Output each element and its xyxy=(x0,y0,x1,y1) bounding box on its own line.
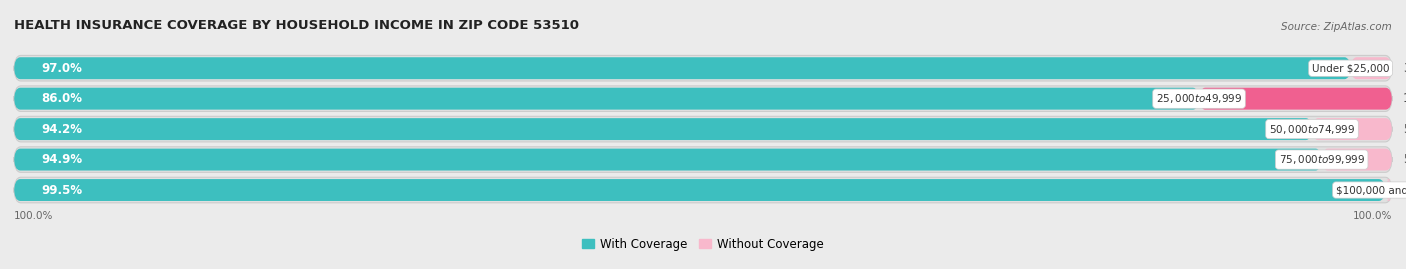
Text: 3.0%: 3.0% xyxy=(1403,62,1406,75)
Text: $50,000 to $74,999: $50,000 to $74,999 xyxy=(1268,123,1355,136)
FancyBboxPatch shape xyxy=(1312,118,1392,140)
FancyBboxPatch shape xyxy=(14,55,1392,81)
Text: 5.8%: 5.8% xyxy=(1403,123,1406,136)
FancyBboxPatch shape xyxy=(14,148,1322,171)
Text: 100.0%: 100.0% xyxy=(14,211,53,221)
Text: 100.0%: 100.0% xyxy=(1353,211,1392,221)
Text: 94.9%: 94.9% xyxy=(42,153,83,166)
FancyBboxPatch shape xyxy=(14,147,1392,172)
Text: 99.5%: 99.5% xyxy=(42,183,83,197)
FancyBboxPatch shape xyxy=(14,177,1392,203)
Text: 86.0%: 86.0% xyxy=(42,92,83,105)
FancyBboxPatch shape xyxy=(1199,88,1392,110)
Text: $75,000 to $99,999: $75,000 to $99,999 xyxy=(1278,153,1365,166)
FancyBboxPatch shape xyxy=(14,118,1312,140)
Legend: With Coverage, Without Coverage: With Coverage, Without Coverage xyxy=(578,233,828,256)
FancyBboxPatch shape xyxy=(1385,179,1392,201)
Text: 97.0%: 97.0% xyxy=(42,62,83,75)
Text: Source: ZipAtlas.com: Source: ZipAtlas.com xyxy=(1281,22,1392,32)
Text: $100,000 and over: $100,000 and over xyxy=(1336,185,1406,195)
FancyBboxPatch shape xyxy=(1351,57,1392,79)
Text: Under $25,000: Under $25,000 xyxy=(1312,63,1389,73)
Text: 14.0%: 14.0% xyxy=(1403,92,1406,105)
FancyBboxPatch shape xyxy=(14,179,1385,201)
Text: HEALTH INSURANCE COVERAGE BY HOUSEHOLD INCOME IN ZIP CODE 53510: HEALTH INSURANCE COVERAGE BY HOUSEHOLD I… xyxy=(14,19,579,32)
Text: 5.1%: 5.1% xyxy=(1403,153,1406,166)
FancyBboxPatch shape xyxy=(14,57,1351,79)
Text: 0.52%: 0.52% xyxy=(1403,183,1406,197)
FancyBboxPatch shape xyxy=(1322,148,1392,171)
Text: $25,000 to $49,999: $25,000 to $49,999 xyxy=(1156,92,1241,105)
FancyBboxPatch shape xyxy=(14,116,1392,142)
FancyBboxPatch shape xyxy=(14,86,1392,111)
Text: 94.2%: 94.2% xyxy=(42,123,83,136)
FancyBboxPatch shape xyxy=(14,88,1199,110)
